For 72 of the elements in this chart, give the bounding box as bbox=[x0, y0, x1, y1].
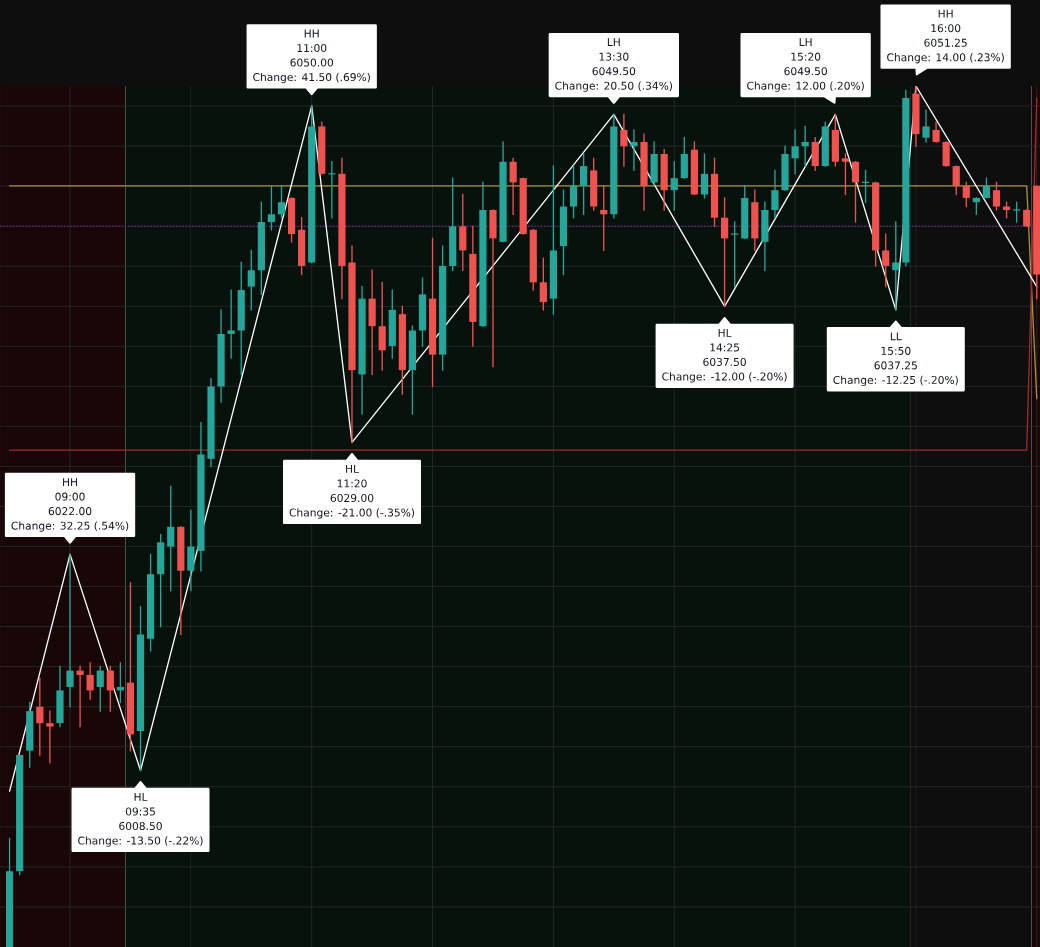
annotation: 6037.50 bbox=[703, 357, 746, 366]
candlestick bbox=[509, 157, 517, 215]
candlestick bbox=[922, 109, 930, 143]
text: 6050.00 bbox=[290, 58, 334, 67]
candlestick bbox=[620, 113, 628, 167]
candlestick bbox=[86, 662, 94, 700]
annotation: 6037.25 bbox=[874, 361, 917, 370]
candlestick bbox=[277, 185, 286, 219]
annotation: Change: -12.25 (-.20%) bbox=[833, 375, 958, 387]
candlestick bbox=[982, 177, 991, 199]
candlestick bbox=[76, 665, 84, 728]
annotation: HL bbox=[718, 329, 732, 337]
annotation: Change: 12.00 (.20%) bbox=[747, 81, 864, 92]
candlestick bbox=[267, 185, 276, 231]
annotation: Change: -21.00 (-.35%) bbox=[289, 508, 415, 519]
text: Change: 41.50 (.69%) bbox=[253, 72, 370, 84]
candlestick bbox=[167, 485, 175, 592]
candlestick bbox=[539, 257, 547, 311]
text: 13:30 bbox=[599, 52, 629, 61]
annotation: Change: -13.50 (-.22%) bbox=[78, 836, 203, 847]
candlestick bbox=[962, 181, 970, 208]
annotation: HL bbox=[134, 793, 148, 801]
candlestick bbox=[771, 169, 779, 219]
text: HH bbox=[304, 29, 319, 38]
annotation: 09:00 bbox=[55, 492, 85, 501]
candlestick bbox=[36, 677, 44, 756]
candlestick bbox=[106, 665, 114, 712]
annotation: 6022.00 bbox=[48, 507, 92, 516]
annotation: Change: -12.00 (-.20%) bbox=[662, 372, 787, 383]
candlestick bbox=[882, 233, 890, 288]
text: 6049.50 bbox=[592, 67, 636, 76]
candlestick bbox=[801, 125, 809, 167]
text: 15:20 bbox=[791, 52, 821, 61]
candlestick bbox=[932, 121, 940, 143]
candlestick bbox=[791, 129, 799, 175]
candlestick bbox=[670, 161, 678, 211]
annotation: Change: 32.25 (.54%) bbox=[11, 521, 129, 532]
candlestick bbox=[851, 161, 860, 223]
annotation: 6029.00 bbox=[330, 493, 374, 503]
candlestick bbox=[730, 221, 739, 288]
candlestick bbox=[841, 153, 850, 196]
candlestick bbox=[66, 553, 74, 708]
text: LH bbox=[607, 38, 620, 46]
candlestick bbox=[700, 153, 709, 199]
annotation: HL bbox=[346, 465, 359, 473]
annotation: 11:20 bbox=[337, 479, 367, 488]
text: LH bbox=[799, 38, 812, 46]
candlestick bbox=[892, 221, 900, 311]
candlestick bbox=[630, 129, 638, 172]
candlestick bbox=[952, 165, 960, 196]
annotation: LL bbox=[890, 332, 902, 341]
annotation: HH bbox=[63, 478, 77, 486]
candlestick bbox=[1012, 201, 1021, 223]
annotation: 6008.50 bbox=[119, 822, 162, 831]
text: 11:00 bbox=[297, 43, 327, 53]
candlestick bbox=[600, 185, 608, 252]
candlestick bbox=[992, 181, 1001, 211]
candlestick bbox=[569, 165, 578, 219]
candlestick bbox=[46, 710, 54, 764]
annotation: Change: 20.50 (.34%) bbox=[555, 81, 673, 92]
text: HH bbox=[938, 9, 953, 18]
annotation: 15:50 bbox=[881, 346, 911, 355]
candlestick bbox=[721, 197, 729, 308]
annotation: 09:35 bbox=[125, 807, 155, 816]
candlestick bbox=[96, 665, 104, 712]
candlestick bbox=[247, 249, 255, 311]
text: 16:00 bbox=[931, 24, 961, 33]
text: 6051.25 bbox=[924, 38, 967, 47]
text: 6049.50 bbox=[784, 67, 827, 76]
annotation: 14:25 bbox=[710, 343, 740, 352]
candlestick bbox=[580, 153, 588, 215]
text: Change: 14.00 (.23%) bbox=[887, 53, 1004, 64]
